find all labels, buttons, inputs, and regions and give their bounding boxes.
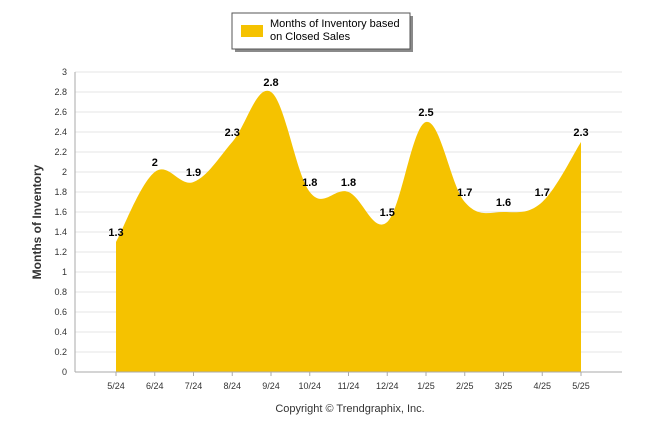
legend-line-1: Months of Inventory based — [270, 18, 400, 30]
data-label: 1.6 — [496, 197, 511, 209]
y-tick-label: 1 — [62, 267, 67, 277]
y-axis-label: Months of Inventory — [30, 164, 44, 279]
y-tick-label: 2.4 — [54, 127, 67, 137]
x-tick-label: 1/25 — [417, 381, 435, 391]
y-tick-label: 1.8 — [54, 187, 67, 197]
data-label: 1.5 — [380, 207, 395, 219]
x-tick-label: 4/25 — [533, 381, 551, 391]
legend-line-2: on Closed Sales — [270, 31, 351, 43]
y-tick-label: 1.6 — [54, 207, 67, 217]
data-label: 2.8 — [263, 77, 278, 89]
data-label: 1.9 — [186, 167, 201, 179]
y-tick-label: 2.2 — [54, 147, 67, 157]
y-tick-label: 0.2 — [54, 347, 67, 357]
data-label: 1.3 — [108, 227, 123, 239]
x-tick-label: 5/24 — [107, 381, 125, 391]
data-label: 1.8 — [341, 177, 356, 189]
y-tick-label: 3 — [62, 67, 67, 77]
y-tick-label: 2 — [62, 167, 67, 177]
copyright-credit: Copyright © Trendgraphix, Inc. — [275, 403, 424, 415]
x-tick-label: 11/24 — [338, 381, 360, 391]
y-tick-label: 0.6 — [54, 307, 67, 317]
x-tick-label: 2/25 — [456, 381, 474, 391]
y-tick-label: 1.4 — [54, 227, 67, 237]
area-layer — [116, 90, 581, 372]
data-label: 2.3 — [573, 127, 588, 139]
x-tick-label: 9/24 — [262, 381, 280, 391]
data-labels: 1.3 2 1.9 2.3 2.8 1.8 1.8 1.5 2.5 1.7 1.6 1.7 2.3 — [108, 77, 588, 239]
data-label: 2 — [152, 157, 158, 169]
legend-swatch — [241, 25, 263, 37]
y-tick-label: 0.8 — [54, 287, 67, 297]
data-label: 2.5 — [418, 107, 433, 119]
x-tick-labels: 5/24 6/24 7/24 8/24 9/24 10/24 11/24 12/24 1/25 2… — [107, 372, 590, 391]
y-tick-label: 2.8 — [54, 87, 67, 97]
data-label: 1.8 — [302, 177, 317, 189]
x-tick-label: 7/24 — [185, 381, 203, 391]
data-label: 1.7 — [535, 187, 550, 199]
x-tick-label: 8/24 — [223, 381, 241, 391]
y-tick-labels: 0 0.2 0.4 0.6 0.8 1 1.2 1.4 1.6 1.8 2 2.2 2.4 2.6 2.8 3 — [54, 67, 67, 377]
y-tick-label: 1.2 — [54, 247, 67, 257]
x-tick-label: 3/25 — [495, 381, 513, 391]
x-tick-label: 10/24 — [298, 381, 321, 391]
y-tick-label: 0 — [62, 367, 67, 377]
legend: Months of Inventory based on Closed Sale… — [231, 12, 413, 52]
x-tick-label: 6/24 — [146, 381, 164, 391]
series-area — [116, 90, 581, 372]
x-tick-label: 12/24 — [376, 381, 399, 391]
y-tick-label: 0.4 — [54, 327, 67, 337]
data-label: 1.7 — [457, 187, 472, 199]
data-label: 2.3 — [225, 127, 240, 139]
y-tick-label: 2.6 — [54, 107, 67, 117]
x-tick-label: 5/25 — [572, 381, 590, 391]
